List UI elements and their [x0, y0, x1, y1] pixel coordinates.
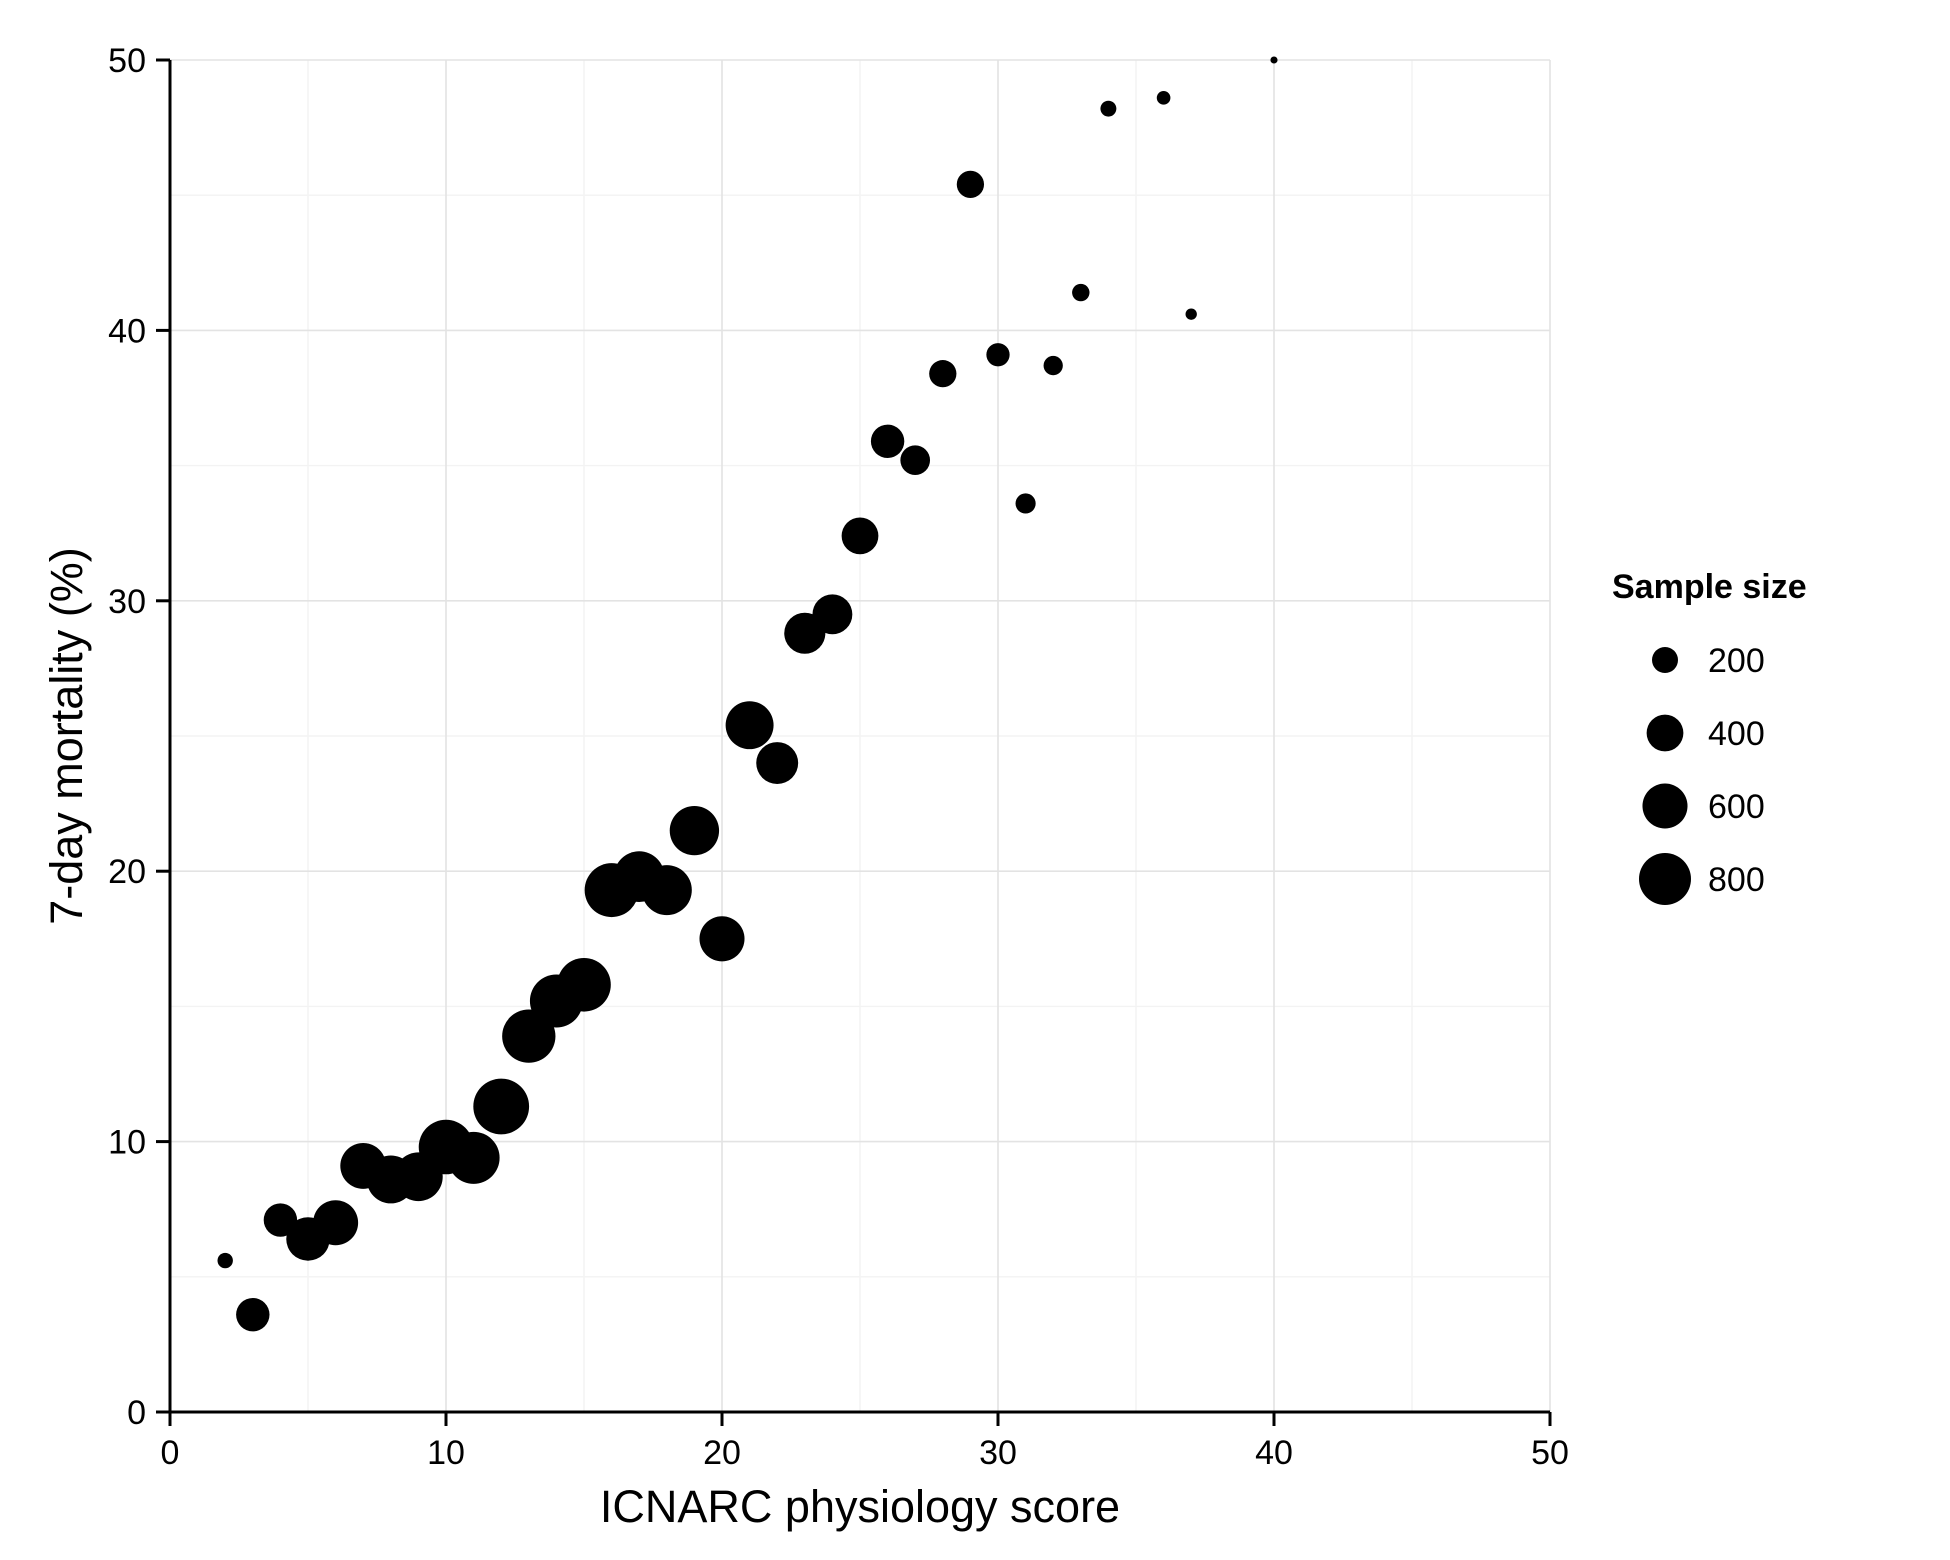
data-point — [473, 1078, 530, 1135]
data-point — [1156, 91, 1171, 105]
data-point — [1185, 308, 1197, 320]
y-tick-label: 50 — [108, 42, 146, 80]
legend-key — [1652, 647, 1678, 673]
x-tick-label: 10 — [427, 1434, 465, 1472]
data-point — [557, 957, 611, 1012]
data-point — [956, 170, 985, 199]
size-legend: Sample size 200 400 600 800 — [1612, 568, 1807, 905]
data-point — [1015, 493, 1036, 514]
legend-label: 400 — [1708, 715, 1765, 753]
y-tick-label: 10 — [108, 1124, 146, 1162]
data-point — [699, 916, 745, 962]
data-point — [1043, 355, 1063, 376]
legend-label: 200 — [1708, 642, 1765, 680]
legend-key — [1639, 853, 1691, 905]
data-point — [669, 805, 720, 856]
legend-label: 600 — [1708, 788, 1765, 826]
data-point — [756, 742, 799, 785]
legend-key — [1642, 783, 1688, 829]
y-tick-label: 30 — [108, 583, 146, 621]
data-point — [986, 343, 1010, 367]
data-point — [313, 1200, 359, 1246]
axis-ticks: 0 10 20 30 40 50 0 10 20 30 40 50 — [108, 42, 1569, 1472]
data-point — [725, 701, 774, 750]
x-tick-label: 50 — [1531, 1434, 1569, 1472]
data-point — [641, 865, 692, 916]
legend-label: 800 — [1708, 861, 1765, 899]
data-point — [900, 445, 931, 476]
y-tick-label: 40 — [108, 312, 146, 350]
y-tick-label: 0 — [127, 1394, 146, 1432]
data-point — [447, 1131, 500, 1184]
data-point — [870, 424, 905, 458]
y-axis-title: 7-day mortality (%) — [41, 547, 92, 925]
x-tick-label: 0 — [161, 1434, 180, 1472]
data-point — [263, 1203, 298, 1237]
x-tick-label: 40 — [1255, 1434, 1293, 1472]
data-point — [1072, 283, 1090, 302]
axes — [168, 60, 1550, 1414]
data-point — [217, 1252, 233, 1269]
minor-gridlines — [170, 60, 1550, 1412]
x-tick-label: 20 — [703, 1434, 741, 1472]
y-tick-label: 20 — [108, 853, 146, 891]
data-points — [217, 56, 1278, 1332]
data-point — [236, 1297, 270, 1332]
data-point — [1270, 56, 1278, 64]
data-point — [841, 517, 879, 555]
legend-entries: 200 400 600 800 — [1639, 642, 1765, 905]
data-point — [1100, 100, 1117, 117]
legend-key — [1646, 714, 1684, 752]
x-tick-label: 30 — [979, 1434, 1017, 1472]
data-point — [929, 360, 957, 388]
data-point — [812, 594, 853, 635]
x-axis-title: ICNARC physiology score — [600, 1481, 1120, 1532]
legend-title: Sample size — [1612, 568, 1807, 606]
